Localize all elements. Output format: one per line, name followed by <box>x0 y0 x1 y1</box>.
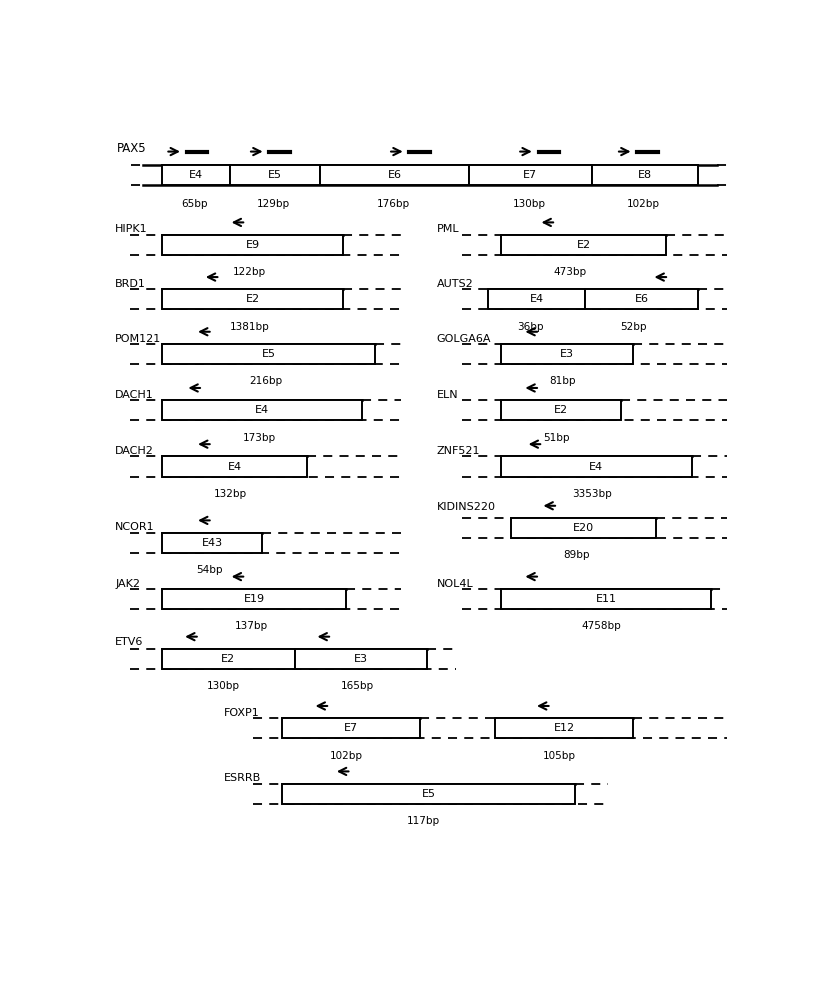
Text: E8: E8 <box>638 170 652 180</box>
Text: 122bp: 122bp <box>232 267 266 277</box>
Text: 473bp: 473bp <box>554 267 586 277</box>
Text: AUTS2: AUTS2 <box>436 279 473 289</box>
Text: 105bp: 105bp <box>543 751 576 761</box>
Text: E5: E5 <box>421 789 436 799</box>
Text: 52bp: 52bp <box>621 322 646 332</box>
Text: 117bp: 117bp <box>407 816 441 826</box>
Text: HIPK1: HIPK1 <box>115 224 147 234</box>
Text: E6: E6 <box>635 294 649 304</box>
Text: 165bp: 165bp <box>342 681 374 691</box>
Bar <box>162 533 262 553</box>
Text: E4: E4 <box>255 405 269 415</box>
Bar <box>585 289 698 309</box>
Text: E7: E7 <box>344 723 358 733</box>
Text: 4758bp: 4758bp <box>581 621 621 631</box>
Bar <box>495 718 633 738</box>
Text: ELN: ELN <box>436 390 458 400</box>
Bar <box>501 456 691 477</box>
Text: E2: E2 <box>576 240 591 250</box>
Text: DACH2: DACH2 <box>115 446 154 456</box>
Text: E6: E6 <box>387 170 402 180</box>
Text: NCOR1: NCOR1 <box>115 522 155 532</box>
Text: E43: E43 <box>202 538 222 548</box>
Bar <box>162 589 347 609</box>
Text: E4: E4 <box>530 294 544 304</box>
Text: PAX5: PAX5 <box>117 142 147 155</box>
Bar <box>321 165 469 185</box>
Bar <box>501 344 633 364</box>
Text: 51bp: 51bp <box>543 433 569 443</box>
Text: ZNF521: ZNF521 <box>436 446 480 456</box>
Bar <box>162 456 307 477</box>
Bar <box>511 518 656 538</box>
Text: 3353bp: 3353bp <box>571 489 611 499</box>
Text: 216bp: 216bp <box>249 376 282 386</box>
Bar <box>501 589 711 609</box>
Text: E4: E4 <box>227 462 242 472</box>
Text: 54bp: 54bp <box>196 565 222 575</box>
Text: E2: E2 <box>246 294 260 304</box>
Bar <box>469 165 591 185</box>
Text: ESRRB: ESRRB <box>223 773 261 783</box>
Text: DACH1: DACH1 <box>115 390 154 400</box>
Text: E3: E3 <box>354 654 367 664</box>
Text: E2: E2 <box>222 654 236 664</box>
Text: E2: E2 <box>554 405 568 415</box>
Text: E9: E9 <box>246 240 260 250</box>
Text: 65bp: 65bp <box>182 199 207 209</box>
Bar <box>162 289 343 309</box>
Text: E4: E4 <box>589 462 603 472</box>
Text: 176bp: 176bp <box>377 199 410 209</box>
Bar <box>230 165 321 185</box>
Bar <box>162 165 230 185</box>
Text: 36bp: 36bp <box>517 322 543 332</box>
Text: GOLGA6A: GOLGA6A <box>436 334 491 344</box>
Text: 102bp: 102bp <box>626 199 660 209</box>
Bar <box>295 649 426 669</box>
Bar <box>162 649 295 669</box>
Text: 129bp: 129bp <box>257 199 290 209</box>
Text: 102bp: 102bp <box>330 751 362 761</box>
Text: E4: E4 <box>189 170 203 180</box>
Text: KIDINS220: KIDINS220 <box>436 502 496 512</box>
Text: 173bp: 173bp <box>242 433 276 443</box>
Text: E3: E3 <box>561 349 574 359</box>
Text: 132bp: 132bp <box>213 489 247 499</box>
Text: E19: E19 <box>244 594 265 604</box>
Bar <box>162 235 343 255</box>
Bar <box>162 400 362 420</box>
Text: 137bp: 137bp <box>235 621 268 631</box>
Text: E12: E12 <box>554 723 575 733</box>
Text: E7: E7 <box>523 170 537 180</box>
Text: 130bp: 130bp <box>207 681 240 691</box>
Text: 81bp: 81bp <box>549 376 576 386</box>
Text: JAK2: JAK2 <box>115 579 140 589</box>
Text: 89bp: 89bp <box>563 550 590 560</box>
Bar <box>501 400 621 420</box>
Bar <box>591 165 698 185</box>
Bar <box>501 235 666 255</box>
Text: ETV6: ETV6 <box>115 637 143 647</box>
Bar <box>282 718 421 738</box>
Bar <box>282 784 576 804</box>
Text: PML: PML <box>436 224 459 234</box>
Text: NOL4L: NOL4L <box>436 579 473 589</box>
Text: E5: E5 <box>262 349 276 359</box>
Text: POM121: POM121 <box>115 334 162 344</box>
Bar <box>488 289 585 309</box>
Bar <box>162 344 375 364</box>
Text: FOXP1: FOXP1 <box>223 708 259 718</box>
Text: E11: E11 <box>596 594 616 604</box>
Text: E5: E5 <box>268 170 282 180</box>
Text: BRD1: BRD1 <box>115 279 146 289</box>
Text: 1381bp: 1381bp <box>230 322 269 332</box>
Text: E20: E20 <box>573 523 594 533</box>
Text: 130bp: 130bp <box>512 199 546 209</box>
